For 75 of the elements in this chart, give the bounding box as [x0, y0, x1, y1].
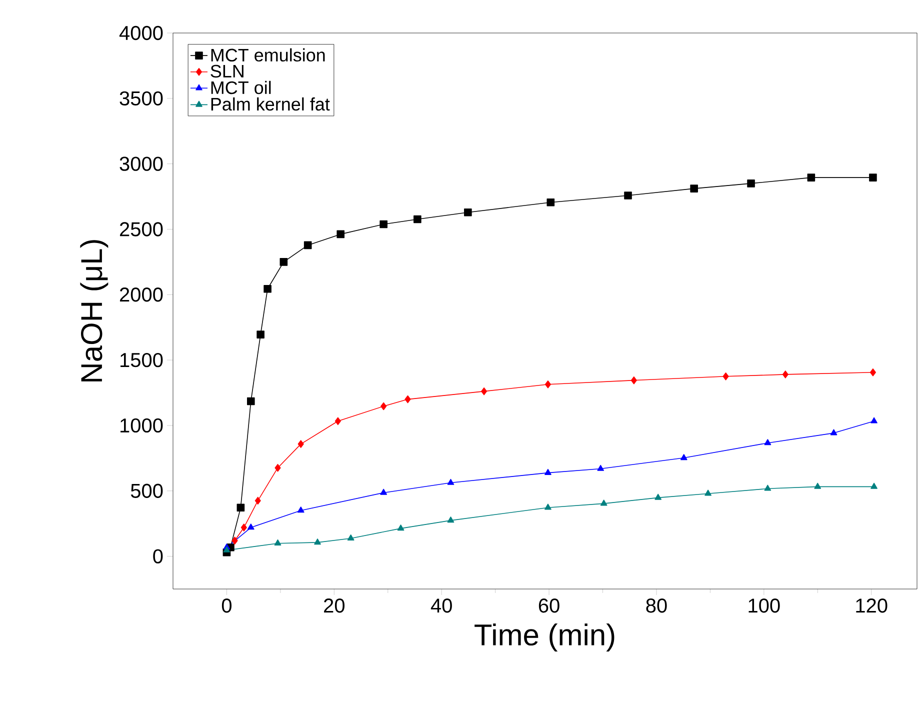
y-tick-label: 500: [130, 484, 163, 498]
point: [414, 215, 422, 224]
point: [481, 387, 488, 396]
point: [240, 524, 247, 532]
point: [274, 464, 281, 472]
point: [380, 220, 388, 228]
y-tick-label: 4000: [119, 26, 163, 40]
y-tick-label: 2000: [120, 288, 163, 302]
point: [764, 484, 772, 491]
x-axis-title: Time (min): [474, 624, 614, 652]
point: [447, 478, 454, 485]
point: [680, 454, 688, 460]
point: [298, 440, 304, 448]
x-tick-label: 0: [222, 598, 232, 613]
point: [704, 490, 712, 496]
point: [544, 380, 551, 388]
point: [236, 504, 245, 512]
point: [600, 500, 608, 506]
point: [254, 496, 261, 505]
legend-label: SLN: [210, 64, 244, 78]
point: [223, 546, 230, 552]
point: [256, 330, 264, 338]
point: [814, 482, 822, 489]
point: [304, 241, 312, 250]
point: [544, 504, 552, 510]
point: [347, 534, 354, 541]
point: [870, 482, 878, 489]
point: [274, 539, 282, 546]
legend-label: Palm kernel fat: [211, 97, 330, 111]
point: [747, 180, 755, 188]
point: [624, 192, 632, 200]
point: [246, 397, 255, 406]
point: [380, 488, 388, 495]
x-tick-label: 120: [856, 598, 888, 613]
point: [380, 402, 387, 410]
point: [264, 284, 272, 293]
point: [314, 538, 321, 545]
point: [546, 198, 555, 206]
legend-label: MCT emulsion: [211, 48, 325, 62]
legend-label: MCT oil: [211, 80, 271, 94]
y-tick-label: 1000: [120, 418, 163, 433]
point: [807, 174, 816, 182]
y-tick-label: 0: [153, 549, 163, 564]
point: [297, 506, 304, 513]
x-tick-label: 100: [748, 598, 780, 613]
point: [336, 230, 345, 238]
point: [722, 372, 729, 380]
point: [247, 524, 254, 530]
y-tick-label: 1500: [120, 352, 163, 368]
point: [870, 417, 878, 424]
y-axis-title: NaOH (μL): [80, 240, 108, 382]
point: [630, 376, 637, 384]
point: [782, 370, 788, 378]
point: [870, 368, 876, 376]
point: [690, 184, 698, 192]
point: [544, 468, 552, 475]
point: [830, 429, 838, 436]
point: [654, 494, 662, 500]
x-tick-label: 60: [538, 598, 560, 613]
y-tick-label: 3500: [120, 91, 163, 106]
point: [280, 258, 288, 266]
point: [869, 174, 877, 182]
point: [232, 536, 238, 544]
point: [397, 524, 404, 531]
x-tick-label: 80: [646, 598, 667, 613]
y-tick-label: 3000: [120, 156, 163, 171]
point: [597, 464, 604, 471]
point: [764, 439, 772, 446]
point: [447, 516, 454, 523]
x-tick-label: 20: [324, 598, 344, 613]
y-tick-label: 2500: [120, 222, 163, 236]
point: [334, 417, 341, 426]
x-tick-label: 40: [430, 598, 452, 613]
point: [464, 208, 472, 216]
point: [404, 395, 411, 404]
